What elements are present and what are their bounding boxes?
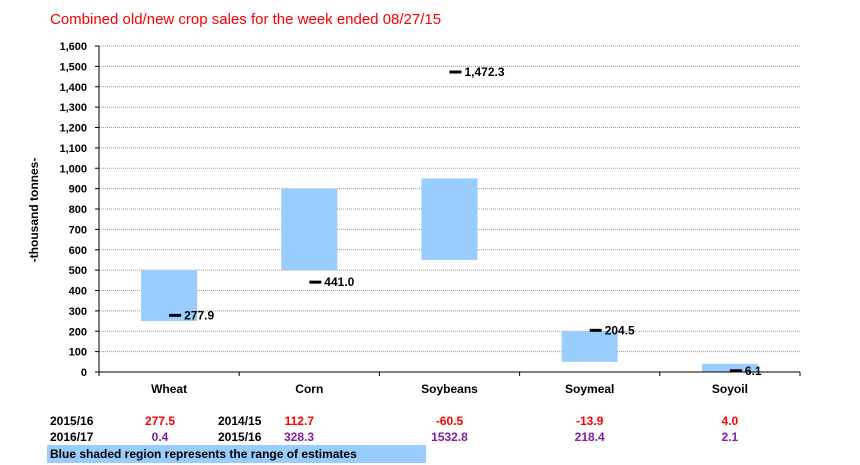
actual-label: 204.5 — [605, 323, 635, 337]
table-row2-second-label: 2015/16 — [218, 430, 262, 444]
y-tick-label: 800 — [69, 204, 87, 216]
table-value: 112.7 — [285, 414, 315, 428]
y-tick-label: 600 — [69, 245, 87, 257]
y-tick-label: 1,500 — [59, 61, 87, 73]
table-row1-label: 2015/16 — [50, 414, 94, 428]
table-value: 1532.8 — [431, 430, 468, 444]
y-tick-label: 400 — [69, 286, 87, 298]
y-tick-label: 1,300 — [59, 102, 87, 114]
table-value: 218.4 — [575, 430, 605, 444]
y-tick-labels: 0 100 200 300 400 500 600 700 800 900 1,000 1,100 1,… — [59, 41, 87, 379]
y-tick-label: 1,000 — [59, 163, 87, 175]
range-bar — [421, 178, 478, 260]
category-label: Wheat — [151, 382, 187, 396]
y-tick-label: 1,200 — [59, 123, 87, 135]
y-tick-label: 700 — [69, 224, 87, 236]
table-value: 328.3 — [284, 430, 314, 444]
table-row2-label: 2016/17 — [50, 430, 94, 444]
category-label: Soymeal — [565, 382, 614, 396]
y-tick-label: 500 — [69, 265, 87, 277]
y-tick-label: 200 — [69, 326, 87, 338]
range-bar — [141, 270, 198, 322]
category-label: Corn — [295, 382, 323, 396]
y-tick-label: 300 — [69, 306, 87, 318]
category-labels: Wheat Corn Soybeans Soymeal Soyoil — [151, 382, 748, 396]
table-value: 4.0 — [722, 414, 739, 428]
chart-title: Combined old/new crop sales for the week… — [50, 11, 441, 28]
actual-label: 1,472.3 — [465, 65, 505, 79]
sales-table: 2015/16 2014/15 2016/17 2015/16 277.5 112… — [50, 414, 739, 444]
table-row1-second-label: 2014/15 — [218, 414, 262, 428]
actual-markers: 277.9 441.0 1,472.3 204.5 6.1 — [169, 65, 762, 378]
y-axis-label: -thousand tonnes- — [27, 158, 41, 263]
axes — [98, 46, 801, 376]
table-value: 0.4 — [152, 430, 169, 444]
actual-label: 6.1 — [745, 364, 762, 378]
footnote-box — [47, 445, 426, 463]
range-bar — [281, 188, 338, 271]
actual-label: 277.9 — [184, 308, 214, 322]
table-value: 2.1 — [722, 430, 739, 444]
range-bar — [561, 331, 618, 362]
category-label: Soyoil — [712, 382, 748, 396]
y-tick-label: 0 — [81, 367, 87, 379]
y-tick-label: 1,600 — [59, 41, 87, 53]
y-tick-label: 1,400 — [59, 82, 87, 94]
range-bar — [701, 363, 758, 372]
table-value: -60.5 — [436, 414, 464, 428]
table-value: 277.5 — [145, 414, 175, 428]
footnote: Blue shaded region represents the range … — [50, 447, 357, 461]
actual-label: 441.0 — [324, 275, 354, 289]
table-value: -13.9 — [576, 414, 604, 428]
table-values: 277.5 112.7 -60.5 -13.9 4.0 0.4 328.3 1532.8 218… — [145, 414, 739, 444]
category-label: Soybeans — [421, 382, 478, 396]
y-tick-label: 100 — [69, 347, 87, 359]
y-tick-label: 1,100 — [59, 143, 87, 155]
y-tick-label: 900 — [69, 184, 87, 196]
range-bars — [141, 178, 758, 372]
